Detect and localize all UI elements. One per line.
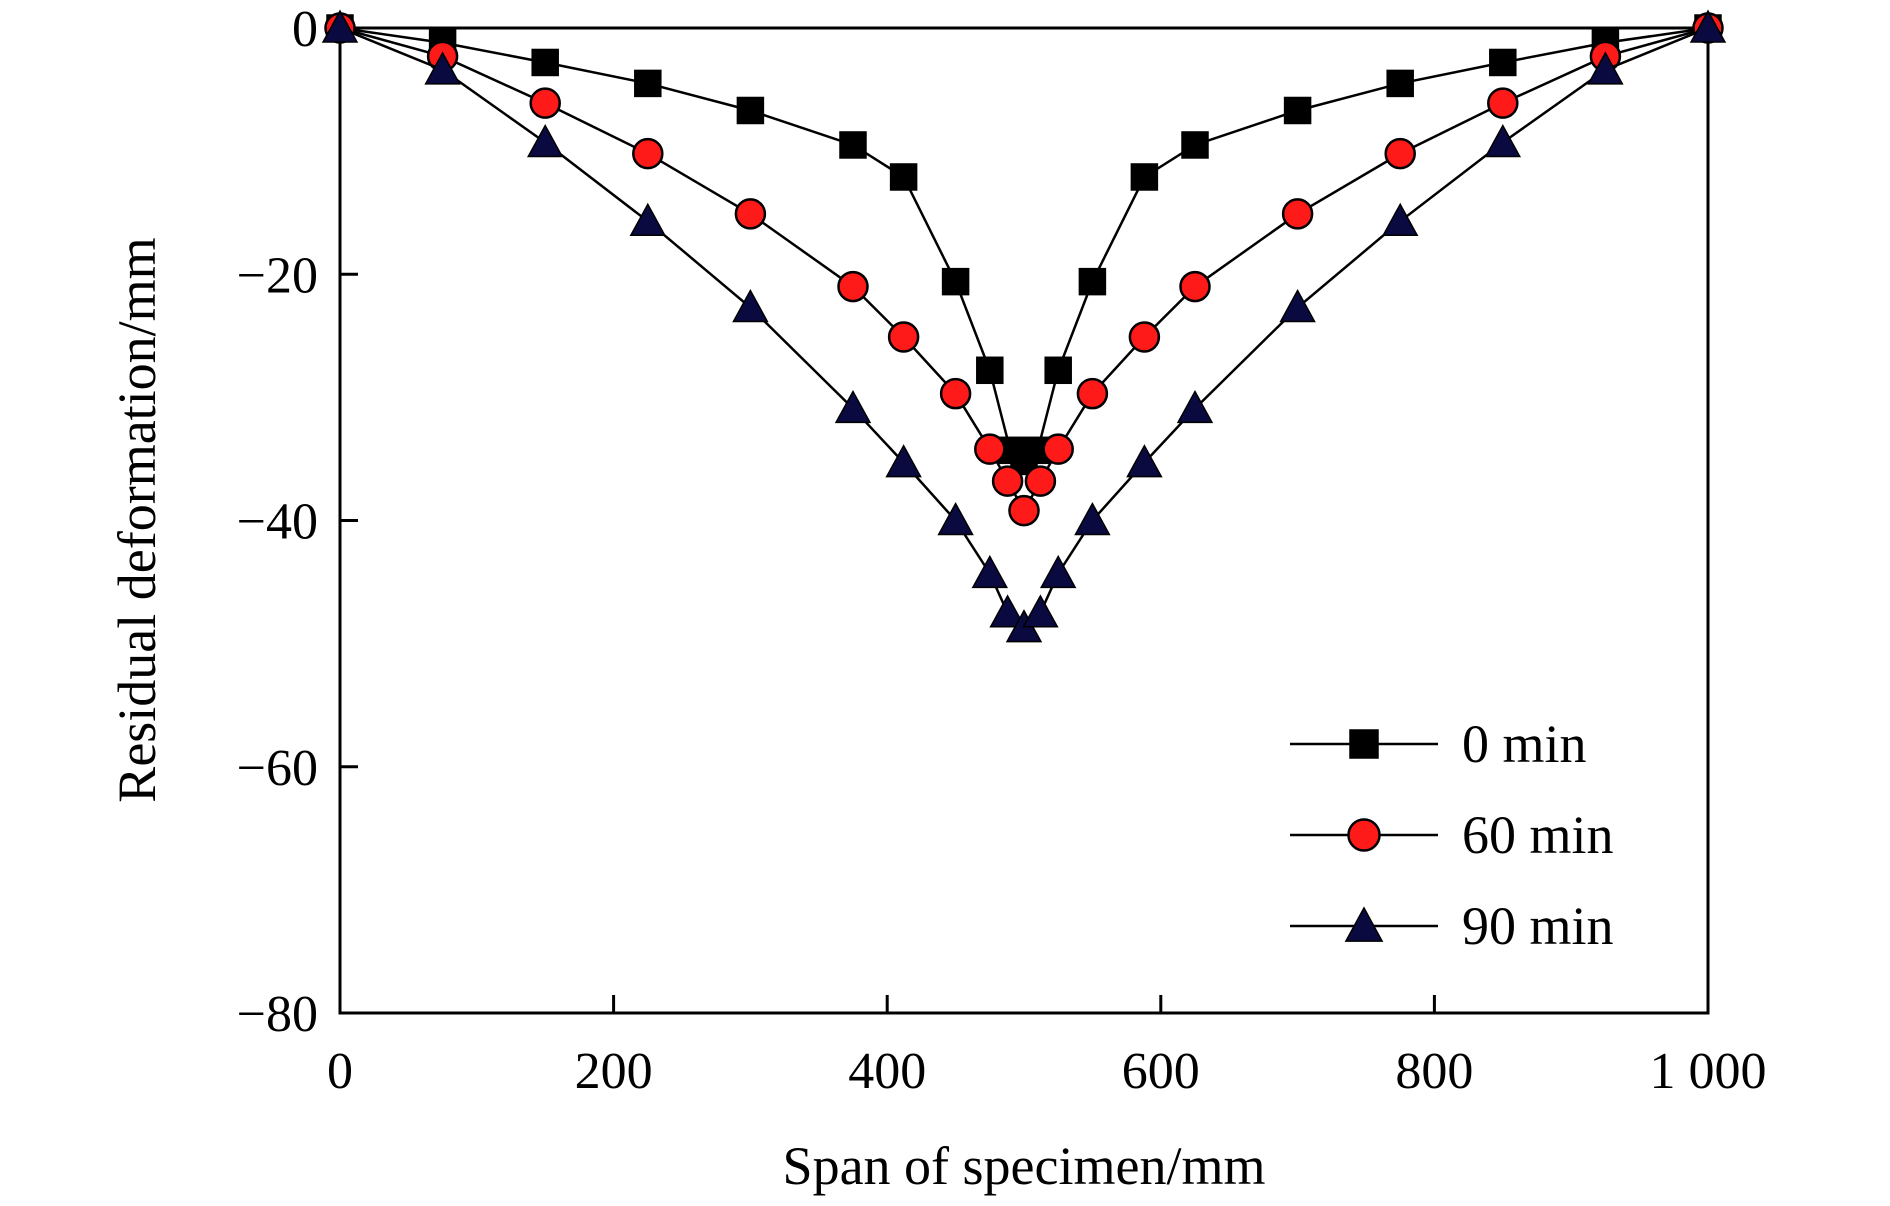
- data-point: [1074, 501, 1111, 536]
- x-tick-label: 400: [848, 1043, 926, 1100]
- data-point: [1076, 377, 1109, 410]
- data-point: [632, 137, 664, 170]
- x-tick-label: 1 000: [1650, 1043, 1767, 1100]
- data-point: [1283, 96, 1312, 125]
- data-point: [974, 433, 1006, 465]
- data-point: [939, 377, 972, 410]
- data-series: [321, 9, 1727, 643]
- data-point: [989, 594, 1026, 628]
- data-point: [634, 69, 662, 98]
- data-point: [991, 465, 1024, 497]
- data-point: [424, 51, 461, 85]
- y-tick-label: −40: [237, 494, 318, 551]
- data-point: [1022, 594, 1059, 628]
- data-point: [885, 444, 922, 478]
- data-point: [971, 554, 1009, 589]
- data-point: [1489, 48, 1517, 77]
- data-point: [976, 356, 1004, 385]
- legend-label: 90 min: [1462, 896, 1614, 956]
- data-point: [1024, 465, 1057, 497]
- legend-label: 60 min: [1462, 805, 1614, 865]
- data-point: [837, 270, 869, 303]
- x-tick-label: 0: [327, 1043, 353, 1100]
- data-point: [629, 202, 667, 237]
- x-axis-title: Span of specimen/mm: [783, 1136, 1266, 1196]
- data-point: [732, 288, 769, 323]
- data-point: [889, 163, 918, 191]
- x-tick-label: 600: [1122, 1043, 1200, 1100]
- x-tick-label: 800: [1395, 1043, 1473, 1100]
- data-point: [1281, 198, 1314, 230]
- data-point: [734, 198, 767, 230]
- y-tick-label: −60: [237, 740, 318, 797]
- data-point: [1078, 267, 1107, 296]
- legend-marker: [1344, 906, 1384, 942]
- data-point: [1128, 321, 1161, 353]
- y-axis-title: Residual deformation/mm: [107, 237, 167, 802]
- data-point: [1587, 51, 1624, 85]
- data-point: [1386, 69, 1414, 98]
- data-point: [1008, 494, 1040, 527]
- data-point: [531, 48, 559, 77]
- axis-ticks: 0 200 400 600 800 1 000 0 −20 −40 −60 −80: [237, 1, 1767, 1100]
- data-point: [1384, 137, 1416, 170]
- legend: 0 min 60 min 90 min: [1290, 714, 1614, 956]
- x-tick-label: 200: [575, 1043, 653, 1100]
- legend-marker: [1349, 729, 1379, 759]
- data-point: [1044, 356, 1072, 385]
- legend-label: 0 min: [1462, 714, 1587, 774]
- y-tick-label: −80: [237, 986, 318, 1043]
- data-point: [1126, 444, 1163, 478]
- series-square: [326, 14, 1722, 476]
- data-point: [1484, 123, 1522, 158]
- data-point: [887, 321, 920, 353]
- data-point: [736, 96, 765, 125]
- legend-marker: [1347, 818, 1381, 852]
- data-point: [1487, 87, 1519, 119]
- data-point: [1176, 389, 1214, 424]
- series-triangle: [321, 9, 1727, 643]
- data-point: [321, 9, 359, 43]
- y-tick-label: −20: [237, 247, 318, 304]
- data-point: [937, 501, 974, 536]
- data-point: [941, 267, 970, 296]
- data-point: [529, 87, 561, 119]
- data-point: [834, 389, 872, 424]
- data-point: [1279, 288, 1316, 323]
- data-point: [1181, 131, 1209, 159]
- data-point: [1689, 9, 1727, 43]
- data-point: [526, 123, 564, 158]
- y-tick-label: 0: [292, 1, 318, 58]
- data-point: [1130, 163, 1159, 191]
- data-point: [839, 131, 867, 159]
- data-point: [1042, 433, 1074, 465]
- data-point: [1039, 554, 1077, 589]
- data-point: [1179, 270, 1211, 303]
- data-point: [1381, 202, 1419, 237]
